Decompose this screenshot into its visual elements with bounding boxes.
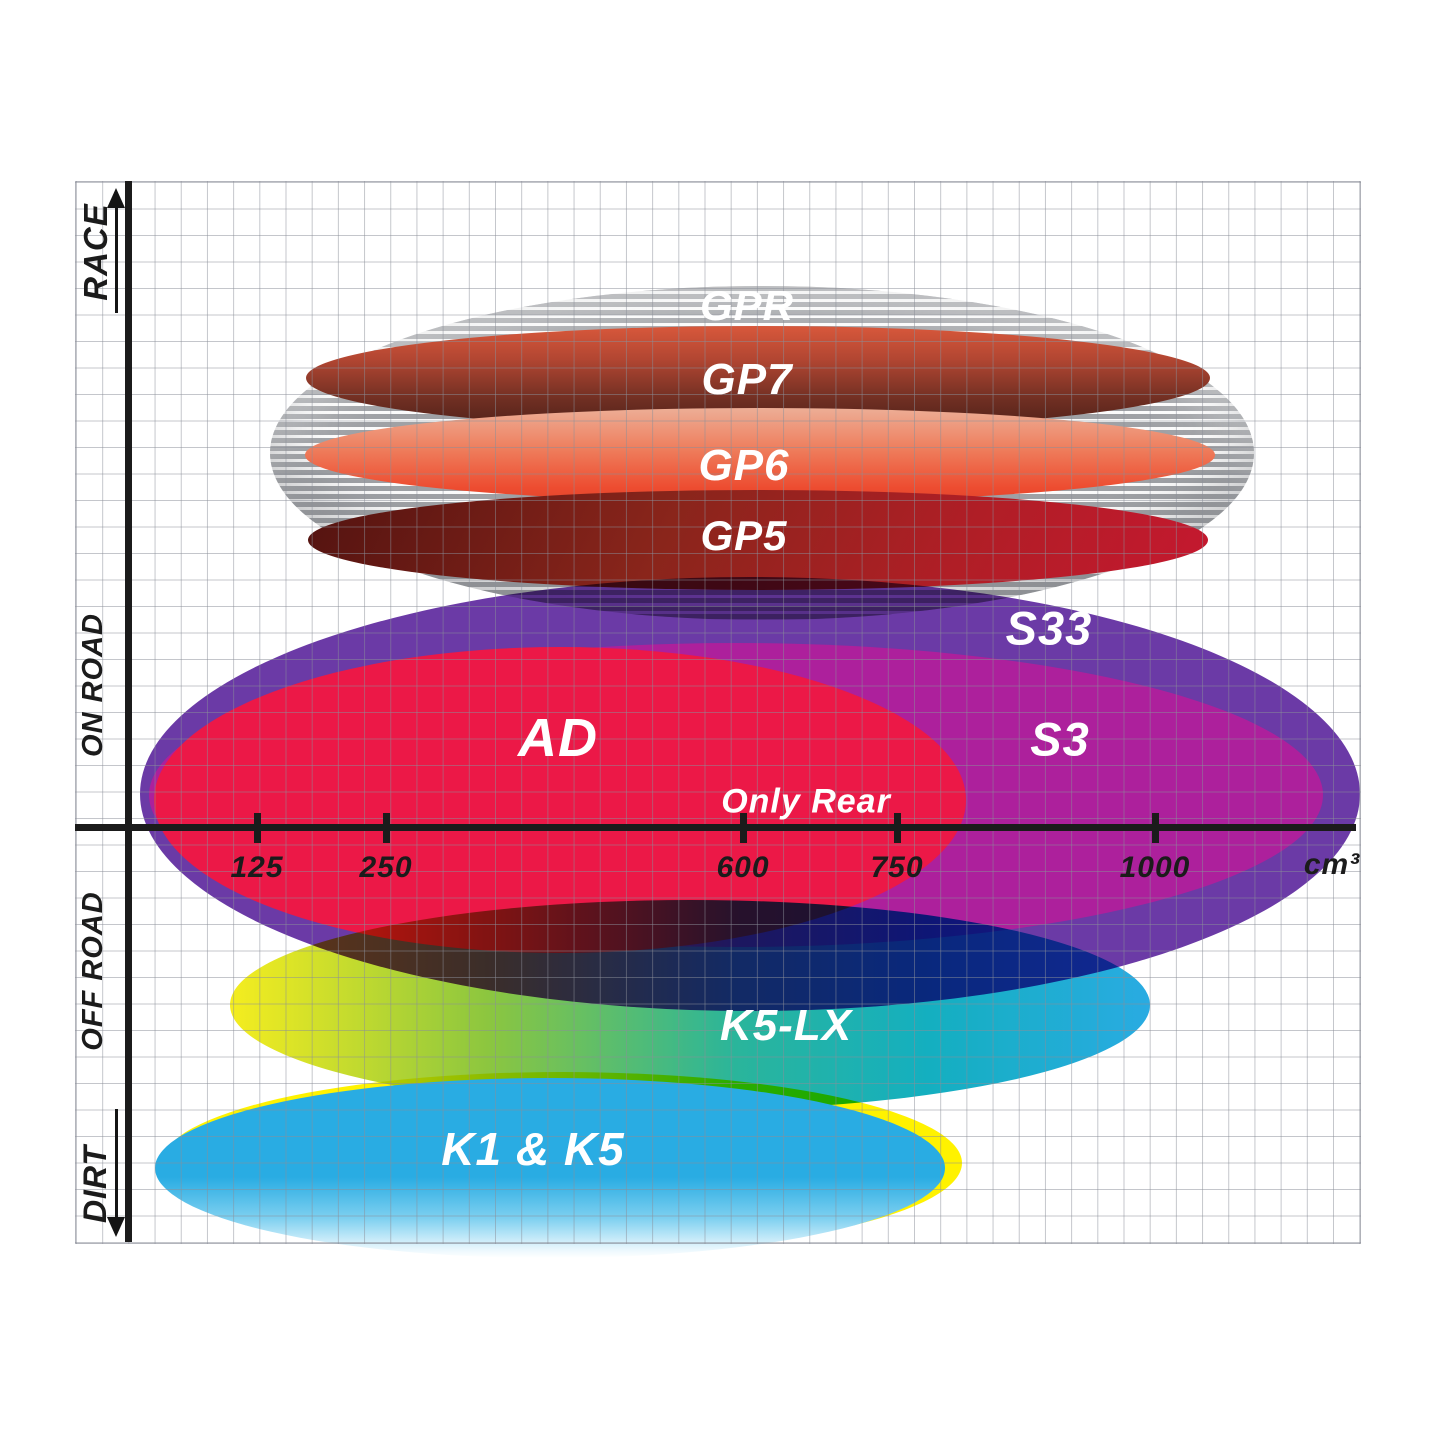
x-tick-250 (382, 813, 390, 843)
x-tick-1000 (1151, 813, 1159, 843)
y-band-label-race: RACE (77, 203, 114, 301)
x-tick-label-750: 750 (870, 851, 924, 884)
x-tick-label-1000: 1000 (1119, 851, 1191, 884)
x-axis-line (75, 824, 1356, 831)
race-arrow-up-icon (107, 188, 125, 208)
y-axis-line (125, 181, 132, 1242)
y-band-label-off-road: OFF ROAD (76, 891, 109, 1051)
region-label-s33: S33 (1005, 601, 1093, 655)
y-band-label-on-road: ON ROAD (76, 613, 109, 757)
grid (75, 181, 1361, 1244)
x-tick-750 (893, 813, 901, 843)
race-arrow-line (114, 206, 118, 313)
x-tick-label-600: 600 (716, 851, 770, 884)
region-label-gpr: GPR (699, 282, 795, 329)
region-label-gp5: GP5 (700, 512, 788, 559)
region-note-only-rear: Only Rear (721, 782, 891, 821)
region-label-gp6: GP6 (698, 441, 790, 490)
region-label-k1k5: K1 & K5 (441, 1123, 625, 1175)
x-axis-unit-label: cm³ (1303, 848, 1361, 881)
x-tick-600 (739, 813, 747, 843)
x-tick-125 (253, 813, 261, 843)
region-label-gp7: GP7 (701, 355, 793, 404)
region-label-k5lx: K5-LX (719, 1001, 853, 1050)
x-tick-label-125: 125 (230, 851, 284, 884)
region-label-s3: S3 (1030, 712, 1090, 766)
region-label-ad: AD (518, 708, 598, 768)
x-tick-label-250: 250 (359, 851, 413, 884)
dirt-arrow-down-icon (107, 1217, 125, 1237)
y-band-label-dirt: DIRT (76, 1144, 113, 1224)
dirt-arrow-line (114, 1109, 118, 1217)
